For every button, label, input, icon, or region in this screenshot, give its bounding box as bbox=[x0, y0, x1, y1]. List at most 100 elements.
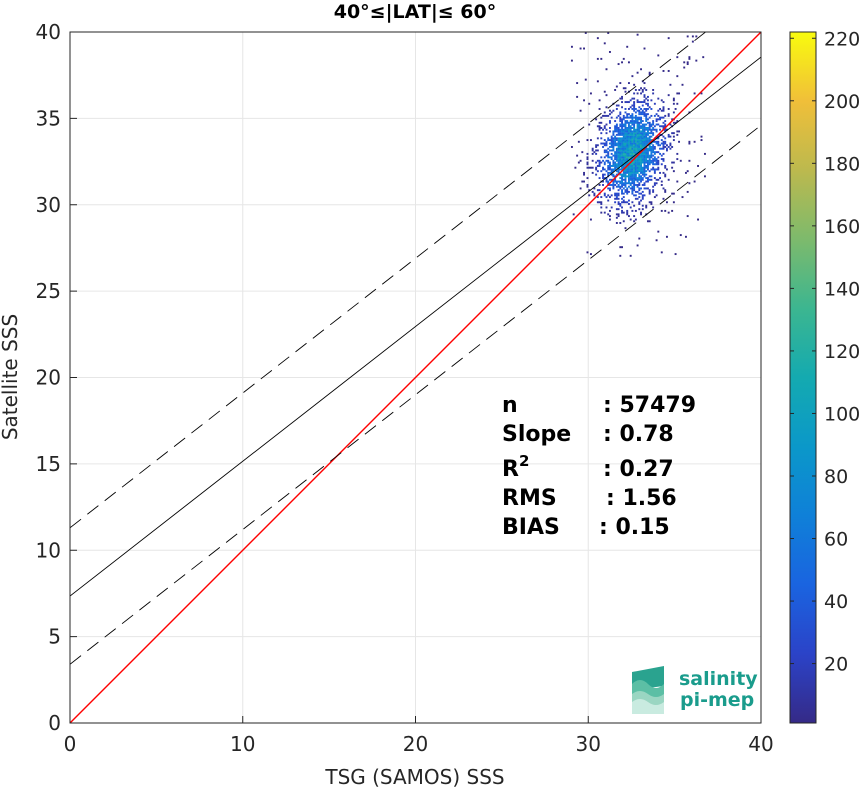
heatmap-cell bbox=[627, 142, 630, 145]
heatmap-cell bbox=[619, 120, 622, 123]
heatmap-cell bbox=[624, 125, 627, 128]
heatmap-cell bbox=[640, 213, 643, 216]
heatmap-cell bbox=[614, 142, 617, 145]
heatmap-cell bbox=[631, 146, 634, 148]
heatmap-cell bbox=[612, 109, 615, 112]
heatmap-cell bbox=[617, 180, 620, 183]
y-tick-label: 35 bbox=[36, 106, 61, 130]
heatmap-cell bbox=[612, 142, 615, 145]
heatmap-cell bbox=[671, 132, 674, 135]
heatmap-cell bbox=[631, 192, 634, 195]
colorbar-ticks: 20 40 60 80 100 120 140 160 180 200 220 bbox=[790, 28, 860, 676]
heatmap-cell bbox=[614, 140, 617, 143]
heatmap-cell bbox=[612, 139, 615, 142]
heatmap-cell bbox=[622, 152, 625, 155]
heatmap-cell bbox=[629, 218, 632, 221]
heatmap-cell bbox=[676, 56, 679, 59]
heatmap-cell bbox=[641, 158, 644, 161]
heatmap-cell bbox=[608, 166, 611, 169]
heatmap-cell bbox=[624, 182, 627, 185]
heatmap-cell bbox=[641, 196, 644, 199]
heatmap-cell bbox=[627, 121, 630, 124]
heatmap-cell bbox=[686, 63, 689, 66]
heatmap-cell bbox=[636, 163, 639, 166]
heatmap-cell bbox=[674, 108, 677, 110]
heatmap-cell bbox=[615, 180, 618, 183]
heatmap-cell bbox=[638, 149, 641, 152]
heatmap-cell bbox=[636, 128, 639, 131]
heatmap-cell bbox=[638, 133, 641, 136]
heatmap-cell bbox=[657, 151, 660, 154]
heatmap-cell bbox=[659, 125, 662, 128]
heatmap-cell bbox=[624, 123, 627, 126]
heatmap-cell bbox=[622, 128, 625, 131]
heatmap-cell bbox=[621, 178, 623, 181]
heatmap-cell bbox=[636, 33, 639, 36]
heatmap-cell bbox=[621, 163, 623, 166]
stat-slope-value: : 0.78 bbox=[603, 422, 674, 447]
heatmap-cell bbox=[615, 151, 618, 154]
heatmap-cell bbox=[615, 170, 618, 173]
heatmap-cell bbox=[624, 171, 627, 174]
y-tick-label: 5 bbox=[48, 625, 61, 649]
heatmap-cell bbox=[641, 90, 644, 93]
heatmap-cell bbox=[624, 135, 627, 138]
heatmap-cell bbox=[614, 139, 617, 142]
heatmap-cell bbox=[586, 184, 589, 186]
heatmap-cell bbox=[624, 151, 627, 154]
heatmap-cell bbox=[636, 123, 639, 126]
axis-ticks: 0 10 20 30 40 0 5 10 15 20 25 30 35 40 bbox=[36, 20, 774, 756]
heatmap-cell bbox=[617, 189, 620, 192]
heatmap-cell bbox=[633, 127, 636, 129]
heatmap-cell bbox=[624, 90, 627, 93]
heatmap-cell bbox=[591, 149, 594, 152]
heatmap-cell bbox=[627, 154, 630, 157]
heatmap-cell bbox=[612, 132, 615, 135]
logo-line1: salinity bbox=[679, 668, 758, 690]
heatmap-cell bbox=[610, 142, 613, 145]
heatmap-cell bbox=[598, 125, 601, 128]
heatmap-cell bbox=[596, 80, 599, 83]
colorbar-tick-label: 100 bbox=[824, 403, 860, 425]
heatmap-cell bbox=[622, 151, 625, 154]
heatmap-cell bbox=[598, 108, 601, 110]
heatmap-cell bbox=[600, 206, 603, 209]
heatmap-cell bbox=[621, 173, 623, 176]
heatmap-cell bbox=[636, 171, 639, 174]
heatmap-cell bbox=[638, 101, 641, 104]
heatmap-cell bbox=[641, 156, 644, 159]
heatmap-cell bbox=[588, 166, 591, 169]
heatmap-cell bbox=[640, 156, 643, 159]
heatmap-cell bbox=[631, 178, 634, 181]
heatmap-cell bbox=[619, 123, 622, 126]
heatmap-cell bbox=[633, 137, 636, 140]
heatmap-cell bbox=[626, 190, 629, 193]
heatmap-cell bbox=[662, 187, 665, 190]
heatmap-cell bbox=[617, 213, 620, 216]
heatmap-cell bbox=[615, 152, 618, 155]
heatmap-cell bbox=[627, 152, 630, 155]
heatmap-cell bbox=[627, 113, 630, 116]
heatmap-cell bbox=[636, 149, 639, 152]
heatmap-cell bbox=[653, 146, 656, 148]
heatmap-cell bbox=[633, 163, 636, 166]
heatmap-cell bbox=[700, 135, 703, 138]
heatmap-cell bbox=[638, 173, 641, 176]
heatmap-cell bbox=[665, 147, 668, 150]
heatmap-cell bbox=[619, 144, 622, 147]
heatmap-cell bbox=[598, 121, 601, 124]
heatmap-cell bbox=[652, 147, 655, 150]
heatmap-cell bbox=[603, 168, 606, 171]
heatmap-cell bbox=[615, 133, 618, 136]
heatmap-cell bbox=[619, 165, 622, 167]
heatmap-cell bbox=[640, 116, 643, 119]
heatmap-cell bbox=[688, 142, 691, 145]
heatmap-cell bbox=[640, 161, 643, 164]
heatmap-cell bbox=[643, 149, 646, 152]
heatmap-cell bbox=[650, 99, 653, 102]
heatmap-cell bbox=[662, 197, 665, 200]
heatmap-cell bbox=[629, 146, 632, 148]
x-tick-label: 30 bbox=[576, 732, 601, 756]
heatmap-cell bbox=[626, 139, 629, 142]
heatmap-cell bbox=[608, 139, 611, 142]
